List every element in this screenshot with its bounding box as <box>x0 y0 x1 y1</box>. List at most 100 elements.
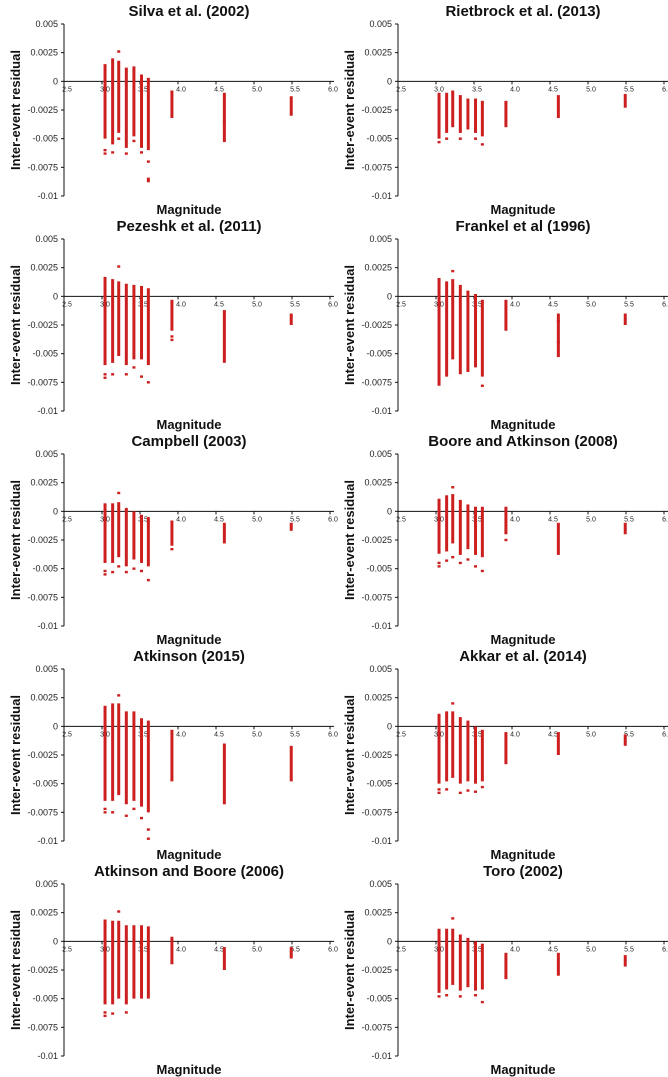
residual-point <box>480 1000 484 1004</box>
x-tick-label: 2.5 <box>396 946 406 953</box>
residual-point <box>103 573 107 576</box>
y-tick-label: 0.005 <box>35 19 58 29</box>
x-tick-label: 6.0 <box>662 516 668 523</box>
residual-point <box>445 788 449 791</box>
chart-panel: Atkinson (2015) Inter-event residual Magni… <box>0 645 338 862</box>
residual-point <box>445 559 449 562</box>
residual-point <box>132 366 136 369</box>
residual-point <box>103 1014 107 1018</box>
chart-title: Toro (2002) <box>483 863 563 880</box>
x-tick-label: 5.5 <box>290 516 300 523</box>
x-tick-label: 4.0 <box>176 731 186 738</box>
y-axis-label: Inter-event residual <box>8 695 23 815</box>
x-tick-label: 5.5 <box>624 516 634 523</box>
y-tick-label: -0.005 <box>366 349 392 359</box>
x-tick-label: 4.5 <box>214 946 224 953</box>
x-tick-label: 2.5 <box>62 516 72 523</box>
y-tick-label: -0.005 <box>32 349 58 359</box>
x-tick-label: 3.5 <box>138 516 148 523</box>
x-tick-label: 4.5 <box>214 86 224 93</box>
residual-point <box>445 137 449 140</box>
y-tick-label: -0.01 <box>371 1051 392 1061</box>
x-tick-label: 5.0 <box>252 301 262 308</box>
chart-svg: Akkar et al. (2014) Inter-event residual M… <box>342 648 668 862</box>
residual-point <box>480 143 484 146</box>
chart-svg: Toro (2002) Inter-event residual Magnitude… <box>342 863 668 1077</box>
chart-svg: Frankel et al (1996) Inter-event residual… <box>342 218 668 432</box>
y-tick-label: -0.005 <box>366 994 392 1004</box>
chart-svg: Campbell (2003) Inter-event residual Magni… <box>8 433 338 647</box>
y-tick-label: -0.0075 <box>27 377 58 387</box>
x-axis-label: Magnitude <box>157 632 222 647</box>
y-tick-label: 0.0025 <box>30 263 58 273</box>
y-tick-label: -0.0025 <box>27 965 58 975</box>
y-tick-label: 0 <box>53 721 58 731</box>
x-axis-label: Magnitude <box>157 847 222 862</box>
residual-point <box>124 152 128 155</box>
x-tick-label: 5.0 <box>586 516 596 523</box>
x-tick-label: 6.0 <box>328 86 338 93</box>
x-tick-label: 2.5 <box>62 731 72 738</box>
residual-point <box>111 373 115 376</box>
y-tick-label: 0.005 <box>369 234 392 244</box>
y-tick-label: -0.01 <box>37 621 58 631</box>
chart-title: Frankel et al (1996) <box>455 218 590 235</box>
residual-point <box>222 120 226 123</box>
x-tick-label: 5.0 <box>252 731 262 738</box>
x-tick-label: 4.0 <box>510 301 520 308</box>
residual-point <box>111 570 115 574</box>
residual-point <box>146 837 150 840</box>
y-tick-label: 0.0025 <box>364 908 392 918</box>
residual-point <box>103 1011 107 1014</box>
x-tick-label: 3.5 <box>472 731 482 738</box>
x-tick-label: 4.5 <box>548 731 558 738</box>
y-tick-label: 0.005 <box>35 879 58 889</box>
x-tick-label: 3.5 <box>472 301 482 308</box>
residual-point <box>117 491 121 495</box>
y-tick-label: -0.0025 <box>361 965 392 975</box>
x-tick-label: 6.0 <box>328 731 338 738</box>
x-tick-label: 4.0 <box>510 516 520 523</box>
x-tick-label: 5.5 <box>624 86 634 93</box>
y-tick-label: -0.0025 <box>361 320 392 330</box>
y-tick-label: 0.0025 <box>364 48 392 58</box>
residual-point <box>480 384 484 387</box>
y-tick-label: -0.0025 <box>361 105 392 115</box>
residual-point <box>474 790 478 793</box>
x-tick-label: 5.5 <box>290 946 300 953</box>
x-tick-label: 4.0 <box>176 946 186 953</box>
y-tick-label: -0.0075 <box>27 807 58 817</box>
y-tick-label: 0.005 <box>35 664 58 674</box>
residual-point <box>437 995 441 998</box>
x-tick-label: 6.0 <box>328 946 338 953</box>
x-tick-label: 5.5 <box>290 86 300 93</box>
residual-point <box>437 565 441 568</box>
x-tick-label: 5.0 <box>252 86 262 93</box>
y-tick-label: -0.01 <box>371 406 392 416</box>
x-tick-label: 6.0 <box>662 301 668 308</box>
chart-title: Boore and Atkinson (2008) <box>428 433 617 450</box>
chart-title: Silva et al. (2002) <box>129 3 250 20</box>
chart-title: Campbell (2003) <box>131 433 246 450</box>
chart-panel: Toro (2002) Inter-event residual Magnitude… <box>334 860 668 1077</box>
x-tick-label: 5.0 <box>586 301 596 308</box>
residual-point <box>451 917 455 920</box>
residual-point <box>117 265 121 268</box>
x-tick-label: 4.5 <box>548 301 558 308</box>
residual-point <box>458 791 462 795</box>
x-axis-label: Magnitude <box>491 847 556 862</box>
residual-point <box>124 373 128 376</box>
residual-point <box>445 994 449 997</box>
y-tick-label: -0.01 <box>37 836 58 846</box>
y-tick-label: -0.01 <box>37 1051 58 1061</box>
residual-point <box>140 375 144 378</box>
residual-point <box>111 1012 115 1015</box>
y-tick-label: -0.0075 <box>361 1022 392 1032</box>
residual-point <box>146 828 150 831</box>
y-tick-label: 0 <box>53 936 58 946</box>
x-tick-label: 3.5 <box>138 301 148 308</box>
x-tick-label: 5.0 <box>252 516 262 523</box>
y-tick-label: -0.01 <box>37 191 58 201</box>
y-tick-label: 0.005 <box>369 664 392 674</box>
residual-point <box>117 50 121 53</box>
